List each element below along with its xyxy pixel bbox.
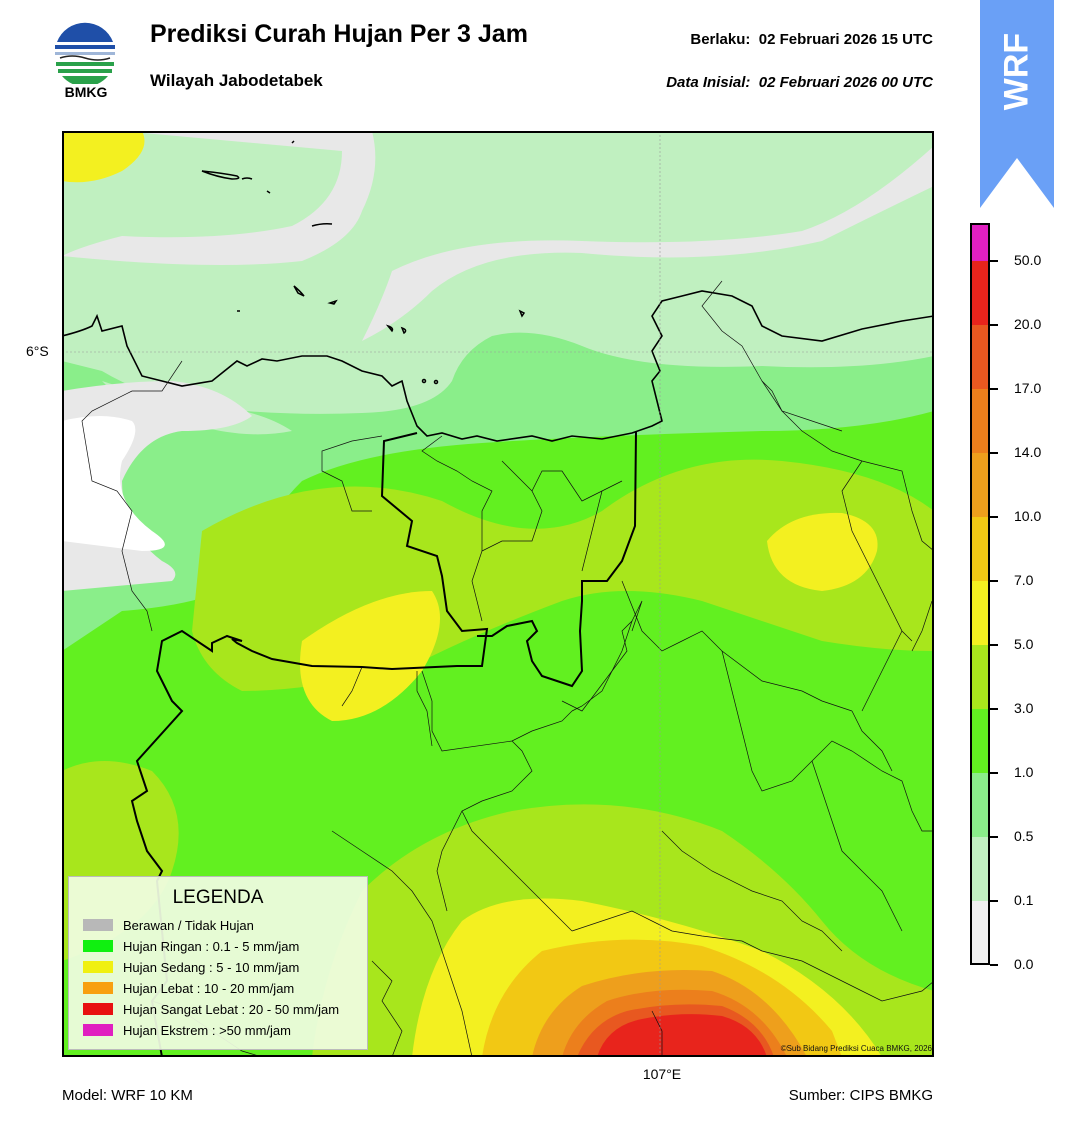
legend-item-label: Hujan Lebat : 10 - 20 mm/jam: [123, 980, 295, 996]
map-copyright: ©Sub Bidang Prediksi Cuaca BMKG, 2026: [780, 1044, 932, 1053]
colorbar-label: 20.0: [1014, 316, 1042, 332]
colorbar-label: 1.0: [1014, 764, 1034, 780]
colorbar-segment: [970, 773, 990, 837]
colorbar-tick: [990, 964, 998, 966]
colorbar-label: 0.0: [1014, 956, 1034, 972]
colorbar-label: 0.1: [1014, 892, 1034, 908]
legend-swatch: [83, 1003, 113, 1015]
rain-zone-5-7-nw: [62, 131, 145, 183]
colorbar-segment: [970, 645, 990, 709]
colorbar-tick: [990, 388, 998, 390]
wrf-badge-shape: [980, 0, 1054, 208]
legend-item: Hujan Sedang : 5 - 10 mm/jam: [83, 957, 299, 977]
valid-label: Berlaku:: [690, 31, 751, 48]
longitude-label: 107°E: [642, 1066, 682, 1082]
bmkg-logo-icon: [55, 22, 115, 87]
bmkg-logo: [52, 20, 118, 87]
init-label: Data Inisial:: [666, 74, 751, 91]
colorbar-tick: [990, 516, 998, 518]
colorbar-label: 50.0: [1014, 252, 1042, 268]
valid-time-value: 02 Februari 2026 15 UTC: [758, 31, 933, 48]
colorbar-label: 17.0: [1014, 380, 1042, 396]
colorbar-segment: [970, 709, 990, 773]
colorbar-segment: [970, 325, 990, 389]
colorbar-tick: [990, 644, 998, 646]
colorbar: [970, 223, 990, 965]
no-rain-zone-west-inner: [62, 416, 165, 551]
colorbar-segment: [970, 261, 990, 325]
colorbar-segment: [970, 517, 990, 581]
rain-zone-5-7-center: [300, 591, 440, 721]
legend-item: Berawan / Tidak Hujan: [83, 915, 254, 935]
colorbar-label: 7.0: [1014, 572, 1034, 588]
colorbar-tick: [990, 900, 998, 902]
colorbar-label: 5.0: [1014, 636, 1034, 652]
colorbar-tick: [990, 580, 998, 582]
legend-swatch: [83, 940, 113, 952]
legend-box: LEGENDA Berawan / Tidak Hujan Hujan Ringa…: [68, 876, 368, 1050]
colorbar-tick: [990, 772, 998, 774]
colorbar-frame: [970, 223, 990, 965]
colorbar-label: 10.0: [1014, 508, 1042, 524]
wrf-badge: [980, 0, 1054, 210]
rain-zone-0.1-0.5: [62, 131, 934, 435]
init-time-value: 02 Februari 2026 00 UTC: [758, 74, 933, 91]
colorbar-segment: [970, 837, 990, 901]
rain-zone-20-50-south: [597, 1014, 767, 1057]
coastline: [62, 290, 934, 442]
district-boundaries: [81, 280, 934, 1057]
rainfall-map-svg: [62, 131, 934, 1057]
latitude-label: 6°S: [26, 343, 49, 359]
page-subtitle: Wilayah Jabodetabek: [150, 71, 323, 90]
rain-zone-5-7-east: [767, 512, 878, 591]
legend-item-label: Berawan / Tidak Hujan: [123, 917, 254, 933]
legend-item: Hujan Ekstrem : >50 mm/jam: [83, 1020, 291, 1040]
legend-item: Hujan Ringan : 0.1 - 5 mm/jam: [83, 936, 299, 956]
model-label: Model: WRF 10 KM: [62, 1087, 193, 1104]
wrf-badge-text: WRF: [997, 32, 1036, 111]
colorbar-tick: [990, 708, 998, 710]
province-boundary-east: [477, 430, 637, 688]
legend-title: LEGENDA: [172, 887, 264, 908]
colorbar-label: 14.0: [1014, 444, 1042, 460]
colorbar-tick: [990, 452, 998, 454]
colorbar-tick: [990, 260, 998, 262]
init-time: Data Inisial: 02 Februari 2026 00 UTC: [560, 74, 933, 91]
colorbar-tick: [990, 836, 998, 838]
map-frame: [62, 131, 934, 1057]
colorbar-segment: [970, 901, 990, 965]
legend-swatch: [83, 919, 113, 931]
colorbar-svg: [970, 223, 990, 965]
legend-item: Hujan Sangat Lebat : 20 - 50 mm/jam: [83, 999, 339, 1019]
page-title: Prediksi Curah Hujan Per 3 Jam: [150, 20, 528, 48]
legend-swatch: [83, 982, 113, 994]
colorbar-tick: [990, 324, 998, 326]
valid-time: Berlaku: 02 Februari 2026 15 UTC: [600, 31, 933, 48]
colorbar-segment: [970, 453, 990, 517]
legend-item-label: Hujan Ringan : 0.1 - 5 mm/jam: [123, 938, 300, 954]
source-label: Sumber: CIPS BMKG: [788, 1087, 933, 1104]
legend-item-label: Hujan Ekstrem : >50 mm/jam: [123, 1022, 291, 1038]
legend-swatch: [83, 961, 113, 973]
colorbar-label: 3.0: [1014, 700, 1034, 716]
islands: [201, 140, 526, 385]
colorbar-segment: [970, 223, 990, 261]
logo-text: BMKG: [64, 84, 108, 100]
no-rain-zone-north: [62, 131, 376, 265]
legend-swatch: [83, 1024, 113, 1036]
legend-item-label: Hujan Sedang : 5 - 10 mm/jam: [123, 959, 300, 975]
colorbar-label: 0.5: [1014, 828, 1034, 844]
no-rain-zone-northeast: [362, 146, 934, 341]
province-boundary: [130, 432, 489, 1057]
colorbar-segment: [970, 581, 990, 645]
rainfall-map: [62, 131, 934, 1057]
legend-item-label: Hujan Sangat Lebat : 20 - 50 mm/jam: [123, 1001, 340, 1017]
legend-item: Hujan Lebat : 10 - 20 mm/jam: [83, 978, 294, 998]
colorbar-segment: [970, 389, 990, 453]
